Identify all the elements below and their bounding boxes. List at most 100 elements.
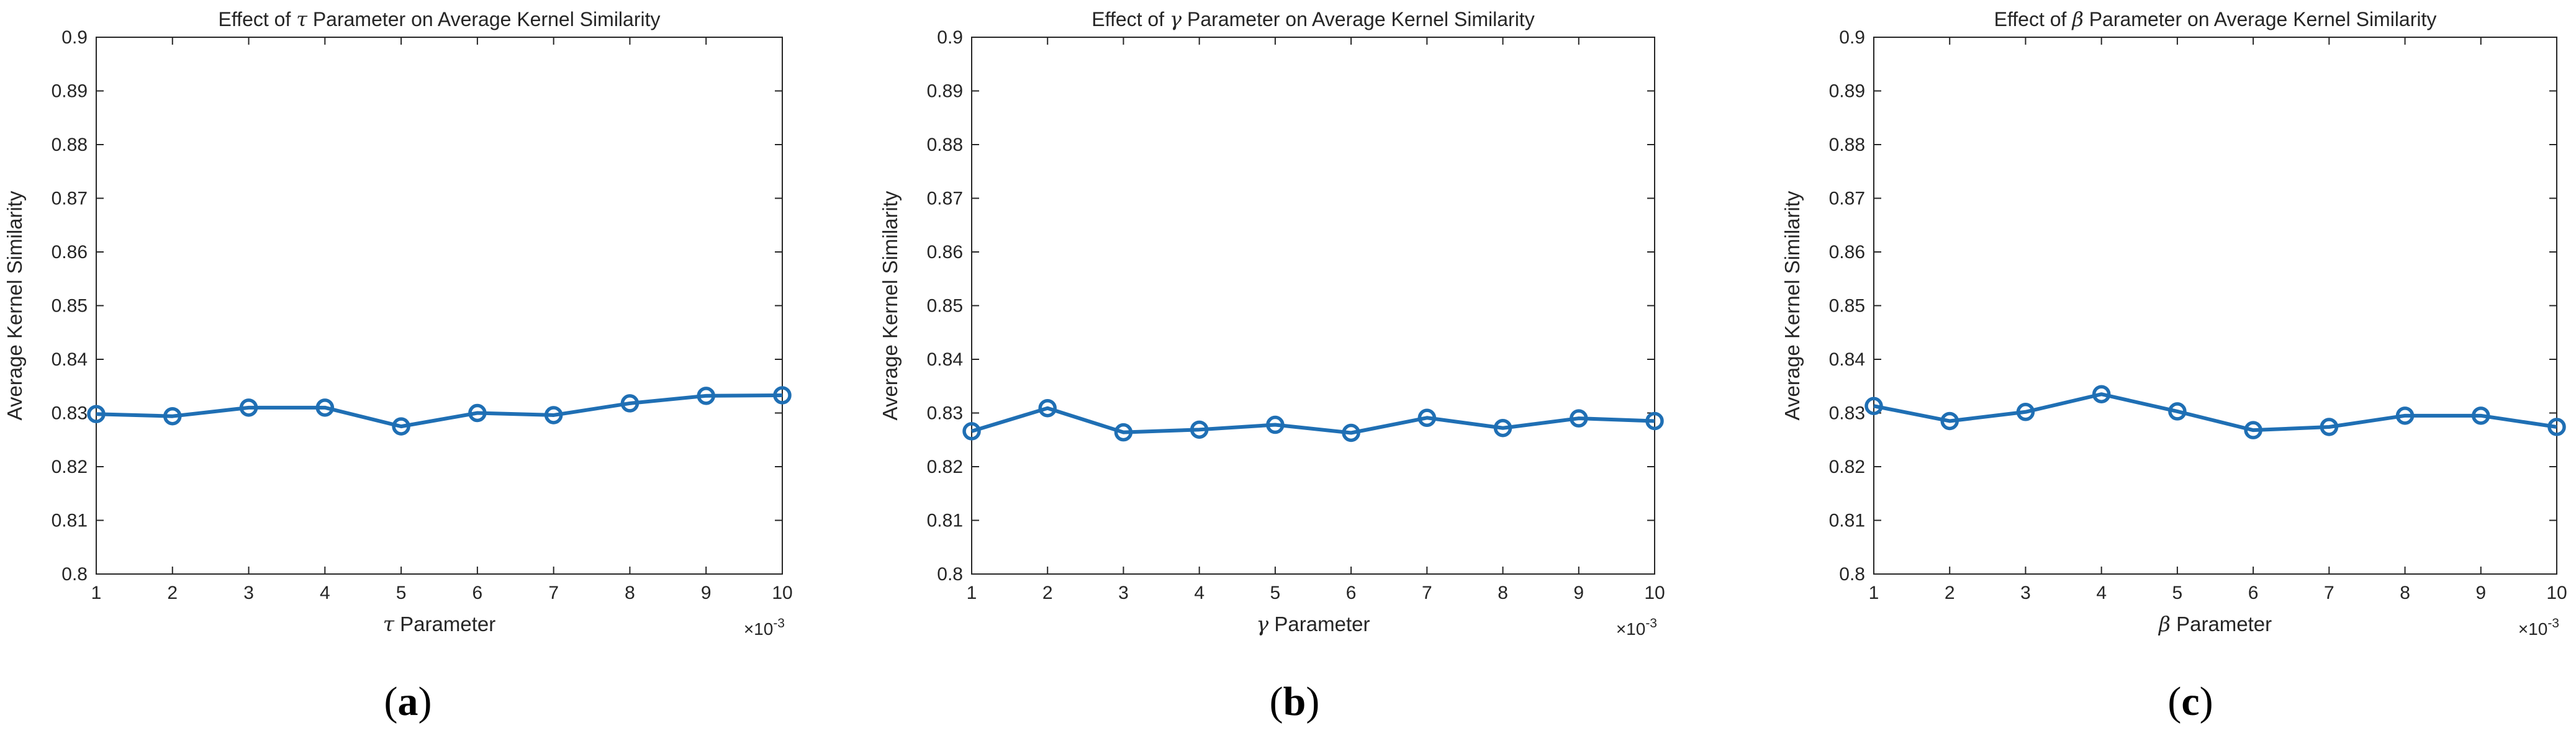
y-tick-label: 0.86	[52, 242, 88, 263]
data-point	[2320, 418, 2339, 436]
x-tick-label: 3	[2020, 583, 2031, 603]
title-suffix: Parameter on Average Kernel Similarity	[1182, 8, 1535, 30]
plot-frame	[971, 37, 1655, 575]
y-tick-label: 0.84	[927, 349, 963, 370]
data-point	[773, 386, 792, 405]
data-point	[2472, 406, 2490, 425]
panel-label: (b)	[1270, 679, 1320, 724]
y-tick-label: 0.9	[61, 27, 88, 48]
y-tick-label: 0.85	[927, 296, 963, 316]
x-tick-label: 10	[1644, 583, 1665, 603]
plot-frame	[96, 37, 783, 575]
title-param-symbol: γ	[1170, 7, 1182, 31]
y-tick-label: 0.86	[927, 242, 963, 263]
panel-label-open: (	[1270, 679, 1283, 724]
data-point	[1493, 418, 1512, 438]
y-tick-label: 0.89	[52, 81, 88, 102]
chart-panel-a: 1 2 3 4 5 6 7 8 9 10 0.8 0.81 0.82 0.83 0.84 0.85 0.86 0.…	[3, 7, 793, 724]
y-axis-label: Average Kernel Similarity	[1781, 191, 1804, 420]
data-point	[1864, 397, 1883, 416]
y-tick-label: 0.87	[927, 189, 963, 209]
x-tick-label: 8	[625, 583, 635, 603]
x-tick-label: 2	[167, 583, 178, 603]
x-multiplier-base: ×10	[1616, 619, 1646, 639]
x-tick-label: 8	[2400, 583, 2410, 603]
x-multiplier-exponent: -3	[2547, 616, 2559, 631]
y-tick-label: 0.82	[1829, 457, 1865, 477]
panel-label: (c)	[2167, 679, 2213, 724]
x-axis-multiplier: ×10-3	[1616, 616, 1657, 639]
y-tick-label: 0.85	[1829, 296, 1865, 316]
chart-title: Effect of β Parameter on Average Kernel …	[1994, 7, 2437, 31]
y-tick-label: 0.83	[1829, 403, 1865, 424]
title-param-symbol: τ	[296, 7, 308, 31]
data-point	[1190, 420, 1209, 439]
y-tick-label: 0.89	[927, 81, 963, 102]
x-tick-label: 10	[2546, 583, 2567, 603]
chart-title: Effect of γ Parameter on Average Kernel …	[1091, 7, 1534, 31]
data-point	[620, 394, 639, 413]
panel-label-letter: b	[1283, 679, 1306, 724]
y-tick-label: 0.82	[52, 457, 88, 477]
y-tick-label: 0.84	[52, 349, 88, 370]
panel-label-letter: c	[2181, 679, 2199, 724]
x-multiplier-base: ×10	[2518, 619, 2548, 639]
x-tick-label: 8	[1498, 583, 1508, 603]
x-tick-label: 9	[1573, 583, 1584, 603]
title-suffix: Parameter on Average Kernel Similarity	[2084, 8, 2437, 30]
y-tick-label: 0.81	[1829, 511, 1865, 531]
data-point	[1114, 423, 1133, 442]
panel-label-open: (	[384, 679, 398, 724]
x-tick-label: 4	[1194, 583, 1204, 603]
data-point	[1266, 415, 1285, 434]
chart-panel-b: 1 2 3 4 5 6 7 8 9 10 0.8 0.81 0.82 0.83 0.84 0.85 0.86 0.…	[879, 7, 1665, 724]
data-point	[2547, 418, 2566, 436]
x-tick-label: 4	[320, 583, 330, 603]
y-tick-label: 0.86	[1829, 242, 1865, 263]
panel-label: (a)	[384, 679, 432, 724]
x-tick-label: 10	[772, 583, 792, 603]
data-point	[163, 406, 182, 426]
data-point	[468, 403, 487, 423]
panel-label-close: )	[2200, 679, 2213, 724]
y-tick-label: 0.87	[1829, 189, 1865, 209]
y-tick-label: 0.82	[927, 457, 963, 477]
data-point	[87, 405, 106, 423]
data-point	[2395, 406, 2415, 425]
x-tick-label: 1	[967, 583, 977, 603]
x-tick-label: 1	[91, 583, 102, 603]
x-axis-label-text: Parameter	[2171, 613, 2272, 635]
data-point	[1645, 411, 1664, 431]
y-tick-label: 0.81	[927, 511, 963, 531]
x-axis-label-text: Parameter	[1268, 613, 1370, 635]
x-axis-multiplier: ×10-3	[744, 616, 785, 639]
x-tick-label: 6	[1346, 583, 1357, 603]
x-tick-label: 1	[1869, 583, 1879, 603]
x-tick-label: 3	[243, 583, 254, 603]
data-point	[1940, 411, 1959, 431]
x-axis-label-text: Parameter	[394, 613, 495, 635]
y-tick-label: 0.89	[1829, 81, 1865, 102]
data-point	[2168, 402, 2187, 421]
plot-frame	[1873, 37, 2557, 575]
x-axis-multiplier: ×10-3	[2518, 616, 2559, 639]
x-tick-label: 4	[2096, 583, 2107, 603]
data-point	[2016, 403, 2035, 421]
y-tick-label: 0.88	[52, 135, 88, 155]
y-tick-label: 0.8	[61, 564, 88, 585]
data-point	[1038, 398, 1057, 418]
x-tick-label: 5	[396, 583, 407, 603]
series-line	[1873, 392, 2557, 433]
data-point	[1570, 409, 1588, 428]
y-tick-label: 0.87	[52, 189, 88, 209]
data-point	[315, 398, 335, 417]
panel-label-close: )	[1306, 679, 1319, 724]
x-multiplier-exponent: -3	[1645, 616, 1657, 631]
panel-label-open: (	[2167, 679, 2181, 724]
x-axis-param-symbol: β	[2158, 612, 2171, 636]
x-tick-label: 2	[1042, 583, 1053, 603]
x-axis-label: γ Parameter	[1257, 612, 1370, 636]
y-tick-label: 0.85	[52, 296, 88, 316]
panel-label-letter: a	[398, 679, 418, 724]
